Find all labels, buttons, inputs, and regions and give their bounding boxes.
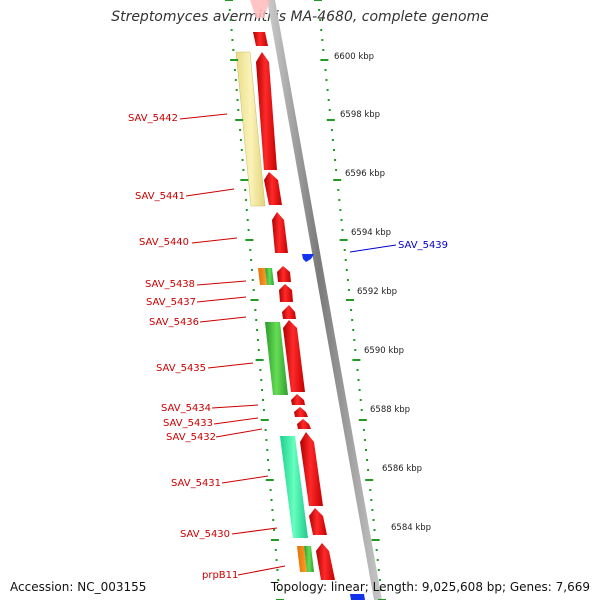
scale-label: 6600 kbp — [334, 52, 374, 62]
gene-arrow-sav-5440[interactable] — [272, 212, 288, 253]
gene-label-sav-5441[interactable]: SAV_5441 — [135, 191, 185, 202]
feature-box-prpb11-b[interactable] — [304, 546, 314, 572]
feature-box-sav-5438-b[interactable] — [265, 268, 274, 285]
reverse-gene-arrows — [302, 254, 365, 600]
left-ruler-ticks — [225, 0, 284, 600]
map-title: Streptomyces avermitilis MA-4680, comple… — [111, 9, 489, 25]
gene-arrow-sav-5436[interactable] — [282, 305, 296, 319]
accession-text: Accession: NC_003155 — [10, 580, 147, 594]
gene-label-sav-5433[interactable]: SAV_5433 — [163, 418, 213, 429]
scale-label: 6596 kbp — [345, 169, 385, 179]
gene-label-sav-5432[interactable]: SAV_5432 — [166, 432, 216, 443]
scale-label: 6588 kbp — [370, 405, 410, 415]
feature-box-prpb11[interactable] — [297, 546, 307, 572]
gene-label-sav-5431[interactable]: SAV_5431 — [171, 478, 221, 489]
gene-arrow-sav-5430[interactable] — [309, 508, 327, 535]
scale-label: 6590 kbp — [364, 346, 404, 356]
gene-arrow-sav-5432[interactable] — [297, 419, 311, 429]
genome-backbone — [267, 0, 382, 600]
gene-arrow-top-pink[interactable] — [250, 0, 270, 18]
genome-summary-text: Topology: linear; Length: 9,025,608 bp; … — [270, 580, 590, 594]
scale-label: 6586 kbp — [382, 464, 422, 474]
right-ruler-ticks — [314, 0, 386, 600]
gene-label-sav-5430[interactable]: SAV_5430 — [180, 529, 230, 540]
gene-label-sav-5437[interactable]: SAV_5437 — [146, 297, 196, 308]
gene-label-sav-5442[interactable]: SAV_5442 — [128, 113, 178, 124]
gene-label-sav-5439[interactable]: SAV_5439 — [398, 240, 448, 251]
gene-arrow-prpb11[interactable] — [316, 543, 335, 580]
gene-arrow-sav-5441[interactable] — [264, 172, 282, 205]
feature-box-sav-5438[interactable] — [258, 268, 267, 285]
forward-gene-arrows — [250, 0, 335, 580]
feature-box-sav-5431[interactable] — [280, 436, 308, 538]
feature-box-sav-5435[interactable] — [265, 322, 288, 395]
gene-arrow-top[interactable] — [253, 32, 268, 46]
gene-label-sav-5435[interactable]: SAV_5435 — [156, 363, 206, 374]
gene-label-prpb11[interactable]: prpB11 — [202, 570, 238, 581]
gene-arrow-sav-5438[interactable] — [277, 266, 291, 282]
gene-label-sav-5436[interactable]: SAV_5436 — [149, 317, 199, 328]
gene-arrow-sav-5439[interactable] — [302, 254, 314, 262]
gene-arrow-sav-5431[interactable] — [300, 432, 323, 506]
gene-label-sav-5434[interactable]: SAV_5434 — [161, 403, 211, 414]
gene-arrow-sav-5435[interactable] — [283, 320, 305, 392]
left-label-leaders — [179, 113, 286, 576]
gene-arrow-sav-5433[interactable] — [294, 407, 308, 417]
scale-label: 6598 kbp — [340, 110, 380, 120]
scale-labels: 6600 kbp 6598 kbp 6596 kbp 6594 kbp 6592… — [334, 52, 431, 533]
feature-tracks — [235, 51, 314, 572]
gene-label-sav-5440[interactable]: SAV_5440 — [139, 237, 189, 248]
gene-arrow-sav-5434[interactable] — [291, 394, 305, 405]
feature-box-sav-5442[interactable] — [235, 51, 266, 207]
scale-label: 6594 kbp — [351, 228, 391, 238]
gene-arrow-sav-5442[interactable] — [256, 52, 277, 170]
gene-arrow-sav-5437[interactable] — [279, 284, 293, 302]
right-label-leader — [349, 244, 397, 253]
left-gene-labels: SAV_5442 SAV_5441 SAV_5440 SAV_5438 SAV_… — [128, 113, 238, 581]
scale-label: 6592 kbp — [357, 287, 397, 297]
gene-label-sav-5438[interactable]: SAV_5438 — [145, 279, 195, 290]
gene-arrow-bottom-blue[interactable] — [350, 594, 365, 600]
scale-label: 6584 kbp — [391, 523, 431, 533]
